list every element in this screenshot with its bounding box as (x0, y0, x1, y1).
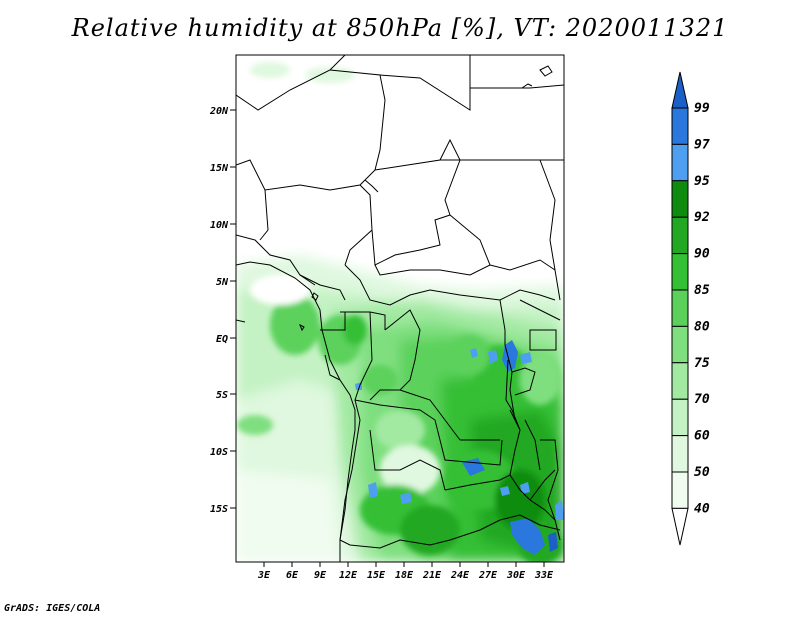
colorbar-segment (671, 507, 689, 546)
colorbar-label: 90 (694, 247, 710, 262)
colorbar-label: 80 (694, 319, 710, 334)
colorbar-label: 50 (694, 465, 710, 480)
lat-label-5s: 5S (216, 390, 228, 401)
lon-label-33e: 33E (534, 570, 554, 581)
lat-label-15n: 15N (210, 163, 229, 174)
map-title: Relative humidity at 850hPa [%], VT: 202… (71, 14, 729, 42)
colorbar-segment (671, 143, 689, 182)
colorbar-label: 99 (694, 101, 710, 116)
colorbar-segment (671, 71, 689, 109)
colorbar-segment (671, 107, 689, 145)
colorbar-segment (671, 180, 689, 218)
lat-label-eq: EQ (216, 334, 228, 345)
lon-label-15e: 15E (367, 570, 386, 581)
colorbar-segment (671, 216, 689, 255)
colorbar-segment (671, 471, 689, 509)
lon-label-9e: 9E (314, 570, 327, 581)
country-borders (236, 55, 564, 549)
lon-label-12e: 12E (339, 570, 358, 581)
colorbar-label: 97 (694, 137, 710, 152)
colorbar-label: 60 (694, 429, 710, 444)
colorbar-segment (671, 253, 689, 291)
colorbar-segment (671, 325, 689, 364)
colorbar-segment (671, 289, 689, 327)
lon-label-21e: 21E (422, 570, 442, 581)
lon-label-18e: 18E (395, 570, 414, 581)
colorbar-segment (671, 362, 689, 400)
lon-label-3e: 3E (257, 570, 271, 581)
grads-credit: GrADS: IGES/COLA (4, 603, 101, 614)
lon-label-27e: 27E (478, 570, 498, 581)
colorbar-label: 40 (694, 501, 710, 516)
lon-label-6e: 6E (286, 570, 299, 581)
lat-label-20n: 20N (209, 106, 229, 117)
colorbar-label: 92 (694, 210, 710, 225)
humidity-field (236, 55, 564, 562)
lat-label-5n: 5N (216, 277, 229, 288)
colorbar: 99 97 95 92 90 85 80 75 70 60 50 40 (671, 71, 710, 546)
lon-label-30e: 30E (506, 570, 526, 581)
colorbar-label: 70 (694, 392, 710, 407)
colorbar-label: 75 (694, 356, 710, 371)
latitude-axis: 20N 15N 10N 5N EQ 5S 10S 15S (209, 106, 236, 515)
lon-label-24e: 24E (450, 570, 470, 581)
lat-label-10s: 10S (210, 447, 228, 458)
lat-label-15s: 15S (210, 504, 228, 515)
colorbar-segment (671, 398, 689, 437)
plot-frame (235, 54, 565, 563)
colorbar-segment (671, 435, 689, 473)
colorbar-label: 85 (694, 283, 710, 298)
longitude-axis: 3E 6E 9E 12E 15E 18E 21E 24E 27E 30E 33E (257, 562, 554, 581)
colorbar-label: 95 (694, 174, 710, 189)
lat-label-10n: 10N (210, 220, 229, 231)
